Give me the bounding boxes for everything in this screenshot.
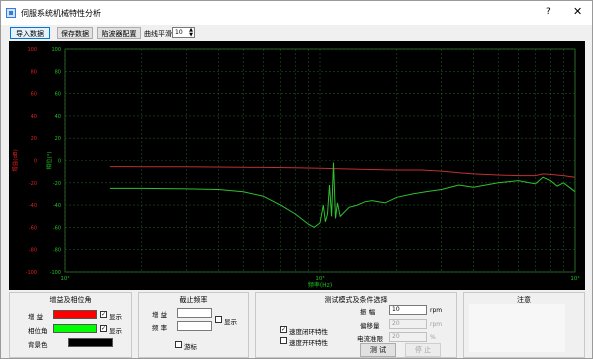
title-bar: 伺服系统机械特性分析 ? ✕ xyxy=(1,1,592,25)
cutoff-show-label: 显示 xyxy=(224,318,237,326)
amplitude-label: 振 幅 xyxy=(360,308,376,316)
cursor-label: 游标 xyxy=(184,343,197,351)
x-tick-label: 10³ xyxy=(315,275,324,282)
open-loop-label: 速度开环特性 xyxy=(289,339,328,347)
left-tick-label: 0 xyxy=(34,159,37,165)
gain-curve xyxy=(109,166,576,178)
cutoff-gain-field[interactable] xyxy=(177,308,212,318)
phase-color-swatch[interactable] xyxy=(53,324,97,333)
cutoff-show-checkbox[interactable] xyxy=(215,316,222,323)
cutoff-frequency-panel: 截止频率 增 益 频 率 显示 游标 xyxy=(138,292,249,358)
window-title: 伺服系统机械特性分析 xyxy=(21,9,101,18)
current-limit-unit: % xyxy=(430,334,436,341)
right-tick-label: -100 xyxy=(50,270,61,276)
gain-show-checkbox[interactable]: ✓ xyxy=(100,311,107,318)
gain-phase-title: 增益及相位角 xyxy=(49,296,92,304)
test-button[interactable]: 测 试 xyxy=(360,343,396,357)
cutoff-freq-field[interactable] xyxy=(177,321,212,331)
notes-area xyxy=(469,304,565,352)
right-tick-label: 60 xyxy=(55,92,61,98)
curve-smooth-label: 曲线平滑 xyxy=(144,30,172,38)
right-tick-label: -20 xyxy=(53,181,61,187)
cutoff-gain-label: 增 益 xyxy=(152,311,168,319)
current-limit-label: 电流准限 xyxy=(357,335,383,343)
gain-phase-panel: 增益及相位角 增 益 ✓ 显示 相位角 ✓ 显示 背景色 xyxy=(9,292,132,358)
cutoff-freq-label: 频 率 xyxy=(152,324,168,332)
toolbar: 导入数据 保存数据 陷波器配置 曲线平滑 10 ▲ ▼ xyxy=(1,26,592,40)
left-tick-label: 20 xyxy=(31,136,37,142)
closed-loop-checkbox[interactable]: ✓ xyxy=(280,326,287,333)
left-tick-label: -60 xyxy=(29,225,37,231)
help-button[interactable]: ? xyxy=(546,7,551,17)
right-tick-label: 40 xyxy=(55,114,61,120)
left-tick-label: 40 xyxy=(31,114,37,120)
close-button[interactable]: ✕ xyxy=(573,5,583,18)
right-tick-label: 20 xyxy=(55,136,61,142)
right-tick-label: -80 xyxy=(53,248,61,254)
test-mode-panel: 测试模式及条件选择 振 幅 10 rpm 偏移量 20 rpm 电流准限 20 … xyxy=(255,292,457,358)
phase-color-label: 相位角 xyxy=(28,327,48,335)
left-tick-label: 80 xyxy=(31,69,37,75)
save-data-button[interactable]: 保存数据 xyxy=(57,27,93,39)
right-tick-label: 100 xyxy=(51,47,61,53)
cursor-checkbox[interactable] xyxy=(175,341,182,348)
left-tick-label: -40 xyxy=(29,203,37,209)
curve-smooth-value: 10 xyxy=(175,29,183,36)
x-axis-label: 频率(Hz) xyxy=(308,281,332,289)
curve-smooth-spinbox[interactable]: 10 ▲ ▼ xyxy=(172,27,195,38)
left-tick-label: -100 xyxy=(26,270,37,276)
bode-plot[interactable]: 100 100 80 80 60 60 40 40 20 20 0 0 -20 -20 -40 -40 -60 -… xyxy=(9,41,585,290)
x-tick-label: 10⁴ xyxy=(570,275,580,282)
gain-color-label: 增 益 xyxy=(28,313,44,321)
right-tick-label: -60 xyxy=(53,225,61,231)
offset-field[interactable]: 20 xyxy=(389,319,427,329)
bode-plot-svg: 100 100 80 80 60 60 40 40 20 20 0 0 -20 -20 -40 -40 -60 -… xyxy=(11,47,580,289)
right-tick-label: -40 xyxy=(53,203,61,209)
left-tick-label: 100 xyxy=(27,47,37,53)
x-tick-label: 10² xyxy=(60,275,69,282)
test-mode-title: 测试模式及条件选择 xyxy=(324,296,388,304)
right-tick-label: 0 xyxy=(58,159,61,165)
left-tick-label: -20 xyxy=(29,181,37,187)
background-color-swatch[interactable] xyxy=(68,338,113,347)
current-limit-field[interactable]: 20 xyxy=(389,332,427,342)
amplitude-field[interactable]: 10 xyxy=(389,305,427,315)
offset-unit: rpm xyxy=(430,321,443,328)
notes-title: 注意 xyxy=(517,296,531,304)
right-tick-label: 80 xyxy=(55,69,61,75)
left-tick-label: -80 xyxy=(29,248,37,254)
gain-show-label: 显示 xyxy=(109,313,122,321)
right-axis-label: 相位(°) xyxy=(45,151,53,169)
notch-filter-config-button[interactable]: 陷波器配置 xyxy=(97,27,141,39)
left-axis-label: 增益(dB) xyxy=(11,149,19,172)
spin-arrows-icon[interactable]: ▲ ▼ xyxy=(189,27,193,38)
phase-curve xyxy=(109,162,576,228)
offset-label: 偏移量 xyxy=(360,322,380,330)
app-icon xyxy=(6,8,16,18)
left-tick-label: 60 xyxy=(31,92,37,98)
stop-button[interactable]: 停 止 xyxy=(405,343,441,357)
closed-loop-label: 速度闭环特性 xyxy=(289,328,328,336)
gain-color-swatch[interactable] xyxy=(53,310,97,319)
amplitude-unit: rpm xyxy=(430,307,443,314)
background-color-label: 背景色 xyxy=(28,341,48,349)
phase-show-checkbox[interactable]: ✓ xyxy=(100,325,107,332)
open-loop-checkbox[interactable] xyxy=(280,337,287,344)
cutoff-frequency-title: 截止频率 xyxy=(179,296,208,304)
import-data-button[interactable]: 导入数据 xyxy=(10,27,50,39)
phase-show-label: 显示 xyxy=(109,327,122,335)
notes-panel: 注意 xyxy=(463,292,585,358)
